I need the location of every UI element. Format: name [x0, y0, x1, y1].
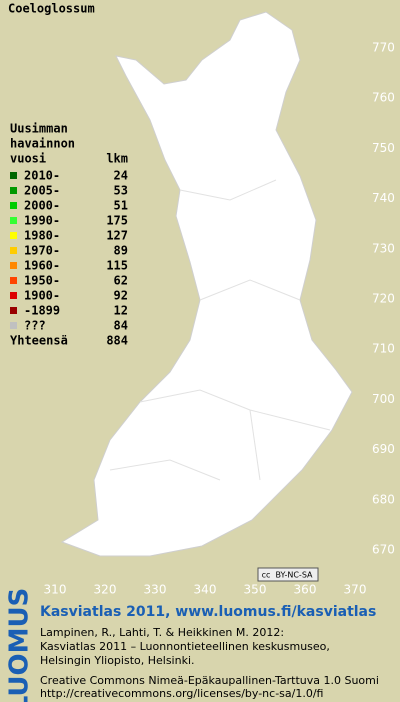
northing-label: 680 — [372, 492, 395, 506]
legend-count: 53 — [114, 184, 128, 198]
province-borders — [109, 179, 331, 481]
legend-count: 62 — [114, 274, 128, 288]
legend-count: 127 — [106, 229, 128, 243]
legend-swatch — [10, 202, 17, 209]
legend-count: 89 — [114, 244, 128, 258]
northing-label: 760 — [372, 91, 395, 105]
easting-label: 320 — [94, 583, 117, 597]
easting-label: 360 — [294, 583, 317, 597]
easting-label: 310 — [44, 583, 67, 597]
species-title: Coeloglossum — [8, 2, 95, 16]
total-count: 884 — [106, 334, 128, 348]
easting-label: 350 — [244, 583, 267, 597]
legend-label: 1990- — [24, 214, 60, 228]
northing-label: 710 — [372, 342, 395, 356]
legend-count: 92 — [114, 289, 128, 303]
legend-count-heading: lkm — [106, 152, 128, 166]
northing-label: 770 — [372, 41, 395, 55]
citation-line: Lampinen, R., Lahti, T. & Heikkinen M. 2… — [40, 626, 284, 639]
northing-label: 720 — [372, 292, 395, 306]
northing-label: 670 — [372, 543, 395, 557]
easting-label: 340 — [194, 583, 217, 597]
northing-label: 700 — [372, 392, 395, 406]
legend-label: ??? — [24, 319, 46, 333]
legend-heading: Uusimman — [10, 122, 68, 136]
legend-swatch — [10, 262, 17, 269]
legend-count: 24 — [114, 169, 128, 183]
legend-swatch — [10, 277, 17, 284]
legend-swatch — [10, 172, 17, 179]
total-label: Yhteensä — [10, 334, 68, 348]
legend-swatch — [10, 187, 17, 194]
finland-outline — [60, 11, 353, 557]
northing-label: 750 — [372, 141, 395, 155]
coordinate-grid: 770 760 750 740 730 720 710 700 690 680 670 310 320 3… — [44, 41, 395, 597]
easting-label: 370 — [344, 583, 367, 597]
legend-label: 2005- — [24, 184, 60, 198]
legend-label: 1970- — [24, 244, 60, 258]
badge-cc: cc — [262, 571, 271, 580]
legend-count: 12 — [114, 304, 128, 318]
legend-swatch — [10, 307, 17, 314]
legend-swatch — [10, 217, 17, 224]
legend-label: -1899 — [24, 304, 60, 318]
legend-label: 1960- — [24, 259, 60, 273]
legend-swatch — [10, 292, 17, 299]
brand: LUOMUS — [5, 588, 35, 702]
legend-label: 2000- — [24, 199, 60, 213]
legend-heading: havainnon — [10, 137, 75, 151]
legend-heading: vuosi — [10, 152, 46, 166]
legend-swatch — [10, 232, 17, 239]
legend-label: 1900- — [24, 289, 60, 303]
legend-count: 115 — [106, 259, 128, 273]
footer-headline: Kasviatlas 2011, www.luomus.fi/kasviatla… — [40, 604, 376, 620]
license-badge: cc BY-NC-SA — [257, 567, 319, 582]
legend-count: 84 — [114, 319, 128, 333]
legend-label: 1950- — [24, 274, 60, 288]
badge-license: BY-NC-SA — [275, 571, 313, 580]
citation-line: Kasviatlas 2011 – Luonnontieteellinen ke… — [40, 640, 330, 653]
northing-label: 740 — [372, 191, 395, 205]
legend-label: 2010- — [24, 169, 60, 183]
license-line: http://creativecommons.org/licenses/by-n… — [40, 687, 323, 700]
legend-label: 1980- — [24, 229, 60, 243]
legend-swatch — [10, 322, 17, 329]
legend: 2010- 24 2005- 53 2000- 51 1990- 175 1980- 127 197… — [10, 169, 128, 333]
legend-count: 51 — [114, 199, 128, 213]
legend-count: 175 — [106, 214, 128, 228]
northing-label: 730 — [372, 241, 395, 255]
badge-box — [257, 567, 319, 582]
easting-label: 330 — [144, 583, 167, 597]
legend-swatch — [10, 247, 17, 254]
license-line: Creative Commons Nimeä-Epäkaupallinen-Ta… — [40, 674, 379, 687]
citation-line: Helsingin Yliopisto, Helsinki. — [40, 654, 195, 667]
northing-label: 690 — [372, 442, 395, 456]
